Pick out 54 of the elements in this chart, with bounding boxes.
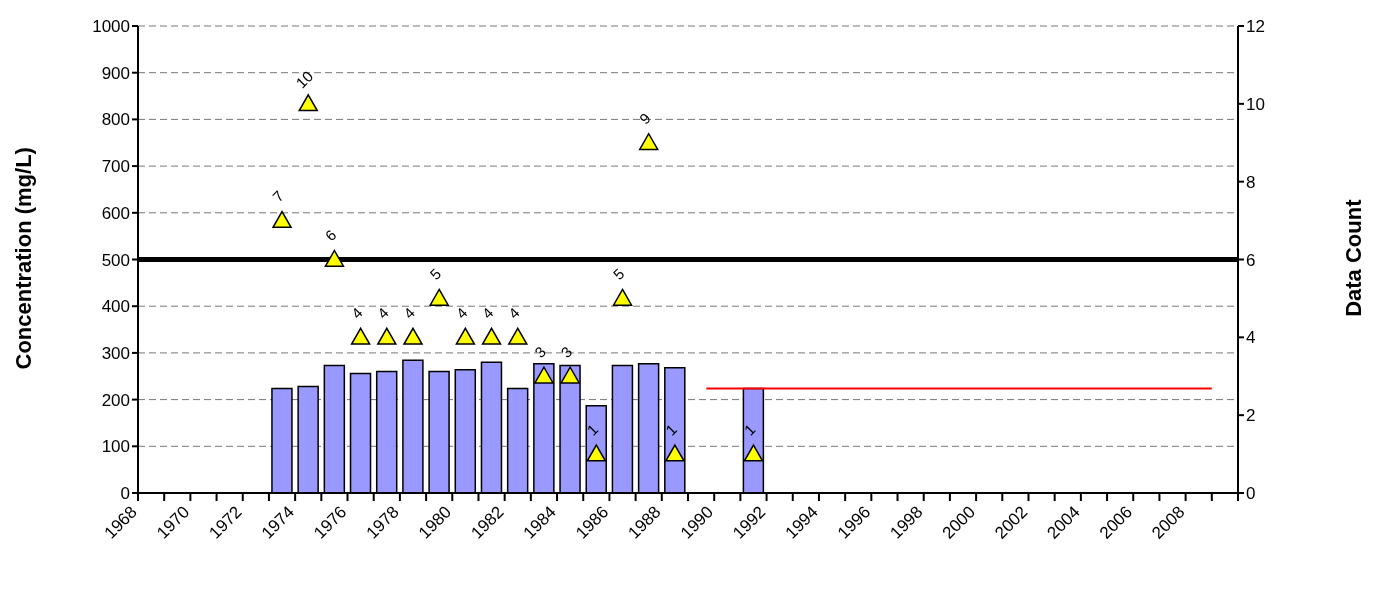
y-tick-label: 1000 bbox=[92, 17, 130, 37]
y2-axis-title: Data Count bbox=[1340, 198, 1366, 317]
point bbox=[586, 444, 607, 462]
point bbox=[298, 94, 318, 112]
y-tick-label: 600 bbox=[101, 203, 130, 223]
point bbox=[272, 210, 292, 229]
data-label: 9 bbox=[635, 109, 654, 128]
data-label: 4 bbox=[373, 303, 392, 322]
data-label: 1 bbox=[662, 420, 680, 439]
point bbox=[429, 288, 449, 306]
y-tick-label: 700 bbox=[101, 157, 130, 177]
point bbox=[403, 327, 423, 345]
data-label: 4 bbox=[347, 303, 366, 322]
data-label: 3 bbox=[557, 342, 576, 361]
data-label: 4 bbox=[478, 303, 497, 322]
y-tick-label: 200 bbox=[101, 390, 130, 410]
data-label: 1 bbox=[740, 420, 759, 439]
y2-tick-label: 2 bbox=[1246, 406, 1256, 426]
data-label: 7 bbox=[269, 187, 288, 206]
y-tick-label: 300 bbox=[101, 343, 130, 363]
y-tick-label: 400 bbox=[101, 297, 130, 317]
point bbox=[324, 249, 345, 267]
y-tick-label: 500 bbox=[101, 250, 130, 270]
y-tick-label: 100 bbox=[101, 437, 130, 457]
point bbox=[508, 327, 528, 345]
point bbox=[665, 444, 685, 462]
data-label: 10 bbox=[292, 67, 317, 92]
y-tick-label: 800 bbox=[101, 110, 130, 130]
y2-tick-label: 8 bbox=[1246, 172, 1256, 192]
y2-tick-label: 4 bbox=[1246, 328, 1256, 348]
point bbox=[560, 366, 580, 384]
y-tick-label: 0 bbox=[120, 484, 130, 504]
data-label: 3 bbox=[531, 342, 550, 361]
data-label: 6 bbox=[321, 226, 340, 245]
y-tick-label: 900 bbox=[101, 63, 130, 83]
point bbox=[612, 288, 633, 306]
point bbox=[481, 327, 502, 345]
data-label: 4 bbox=[400, 303, 419, 322]
point bbox=[350, 327, 371, 345]
data-label: 5 bbox=[609, 265, 628, 283]
point bbox=[534, 366, 554, 384]
data-label: 4 bbox=[504, 303, 523, 322]
data-label: 5 bbox=[426, 265, 445, 283]
point bbox=[638, 133, 659, 151]
y-axis-title: Concentration (mg/L) bbox=[10, 147, 36, 370]
y2-tick-label: 12 bbox=[1246, 17, 1265, 37]
point bbox=[377, 327, 397, 345]
y2-tick-label: 10 bbox=[1246, 94, 1265, 114]
y2-tick-label: 6 bbox=[1246, 250, 1256, 270]
data-label: 4 bbox=[452, 303, 471, 322]
point bbox=[455, 327, 476, 345]
data-label: 1 bbox=[583, 420, 602, 439]
y2-tick-label: 0 bbox=[1246, 484, 1256, 504]
point bbox=[743, 444, 764, 462]
